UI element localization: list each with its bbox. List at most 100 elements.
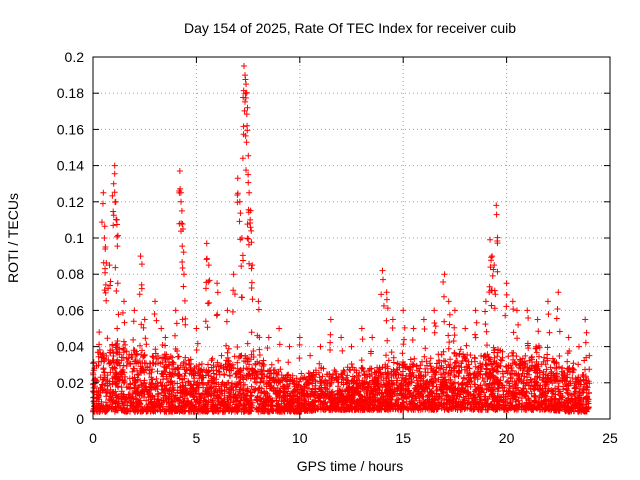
data-point-cluster [359, 336, 366, 343]
data-point [114, 280, 121, 287]
data-point [179, 225, 186, 232]
data-point-cluster [327, 331, 334, 338]
data-point-cluster [102, 265, 109, 272]
data-point [110, 180, 117, 187]
data-point-cluster [114, 243, 121, 250]
data-point-cluster [179, 259, 186, 266]
data-point-cluster [451, 349, 458, 356]
data-point-cluster [401, 336, 408, 343]
data-point-cluster [138, 285, 145, 292]
data-point-cluster [489, 272, 496, 279]
data-point-cluster [239, 252, 246, 259]
data-point-cluster [509, 349, 516, 356]
y-tick-label: 0.14 [57, 158, 84, 174]
data-point [247, 216, 254, 223]
data-point-cluster [103, 297, 110, 304]
data-point-cluster [582, 339, 589, 346]
data-point-cluster [178, 198, 185, 205]
data-point-cluster [462, 355, 469, 362]
data-points [92, 63, 593, 383]
data-point-cluster [401, 324, 408, 331]
data-point [106, 262, 113, 269]
data-point-cluster [482, 321, 489, 328]
data-point [162, 334, 169, 341]
data-point [152, 298, 159, 305]
data-point [102, 244, 109, 251]
data-point-cluster [240, 87, 247, 94]
data-point-cluster [296, 355, 303, 362]
data-point-cluster [115, 311, 122, 318]
data-point-cluster [461, 354, 468, 361]
data-point [224, 307, 231, 314]
data-point-cluster [214, 289, 221, 296]
data-point [265, 334, 272, 341]
data-point-cluster [445, 332, 452, 339]
data-point-cluster [471, 354, 478, 361]
data-point [400, 307, 407, 314]
data-point-cluster [150, 360, 157, 367]
data-point [100, 189, 107, 196]
data-point-cluster [245, 235, 252, 242]
data-point-cluster [473, 319, 480, 326]
data-point-cluster [556, 328, 563, 335]
data-point-cluster [327, 346, 334, 353]
data-point-cluster [140, 324, 147, 331]
data-point-cluster [535, 328, 542, 335]
x-tick-label: 10 [292, 430, 308, 446]
y-tick-label: 0.2 [65, 49, 85, 65]
data-point [193, 325, 200, 332]
data-point [246, 189, 253, 196]
data-point-cluster [503, 303, 510, 310]
data-point-cluster [247, 224, 254, 231]
data-point-cluster [249, 296, 256, 303]
data-point-cluster [247, 207, 254, 214]
data-point [236, 198, 243, 205]
data-point-cluster [544, 344, 551, 351]
data-point-cluster [399, 350, 406, 357]
axis-ticks [92, 56, 611, 420]
data-point-cluster [102, 281, 109, 288]
data-point-cluster [446, 311, 453, 318]
data-point-cluster [179, 264, 186, 271]
data-point-cluster [491, 287, 498, 294]
data-point-cluster [490, 266, 497, 273]
data-point-cluster [242, 94, 249, 101]
data-point-cluster [248, 265, 255, 272]
data-point-cluster [244, 104, 251, 111]
data-point [180, 271, 187, 278]
data-point [389, 316, 396, 323]
data-point [121, 298, 128, 305]
data-point [586, 352, 593, 359]
data-point-cluster [544, 351, 551, 358]
data-point [307, 352, 314, 359]
data-point-cluster [111, 170, 118, 177]
data-point-cluster [225, 358, 232, 365]
data-point-cluster [121, 347, 128, 354]
data-point [487, 236, 494, 243]
data-point-cluster [524, 340, 531, 347]
data-point [214, 280, 221, 287]
data-point [410, 325, 417, 332]
data-point [172, 307, 179, 314]
data-point-cluster [554, 306, 561, 313]
data-point-cluster [245, 241, 252, 248]
data-point-cluster [248, 279, 255, 286]
data-point-cluster [180, 249, 187, 256]
data-point-cluster [194, 340, 201, 347]
data-point-cluster [245, 152, 252, 159]
data-point-cluster [348, 360, 355, 367]
data-point [238, 235, 245, 241]
data-point-cluster [451, 324, 458, 331]
data-point-cluster [245, 179, 252, 186]
data-point-cluster [105, 285, 112, 292]
data-point-cluster [132, 358, 139, 365]
data-point-cluster [510, 306, 517, 313]
data-point-cluster [400, 361, 407, 368]
data-point-cluster [451, 332, 458, 339]
x-tick-label: 15 [395, 430, 411, 446]
data-point-cluster [400, 341, 407, 348]
data-point [205, 262, 212, 269]
data-point-cluster [180, 283, 187, 290]
data-point-cluster [96, 341, 103, 348]
